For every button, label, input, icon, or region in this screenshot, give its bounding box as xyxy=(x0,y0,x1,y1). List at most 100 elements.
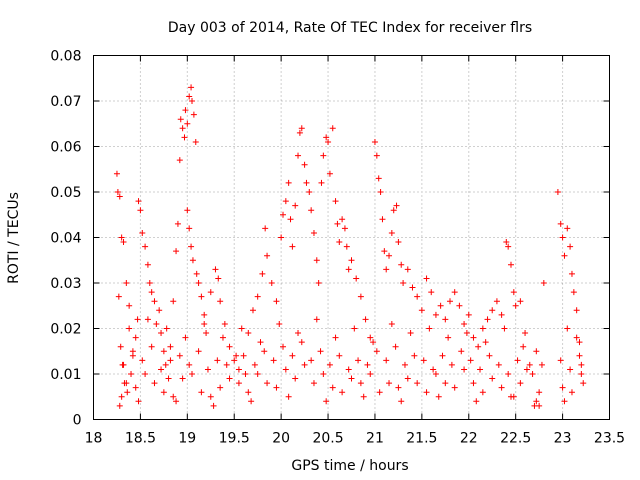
data-point xyxy=(435,393,442,400)
data-point xyxy=(430,366,437,373)
data-point xyxy=(165,375,172,382)
data-point xyxy=(148,289,155,296)
data-point xyxy=(193,270,200,277)
data-point xyxy=(505,243,512,250)
data-point xyxy=(456,302,463,309)
data-point xyxy=(235,366,242,373)
data-point xyxy=(240,352,247,359)
data-point xyxy=(428,289,435,296)
data-point xyxy=(373,348,380,355)
x-tick-label: 18.5 xyxy=(125,431,156,447)
data-point xyxy=(323,134,330,141)
data-point xyxy=(245,330,252,337)
data-point xyxy=(536,389,543,396)
data-point xyxy=(315,280,322,286)
data-point xyxy=(158,330,165,337)
data-point xyxy=(292,202,299,209)
data-point xyxy=(248,398,255,405)
data-point xyxy=(580,380,587,387)
data-point xyxy=(177,116,184,123)
data-point xyxy=(510,393,517,400)
data-point xyxy=(264,252,271,259)
data-point xyxy=(423,389,430,396)
data-point xyxy=(386,380,393,387)
data-points xyxy=(113,84,587,409)
data-point xyxy=(395,239,402,246)
data-point xyxy=(144,316,151,323)
data-point xyxy=(398,261,405,268)
data-point xyxy=(295,152,302,159)
data-point xyxy=(489,375,496,382)
data-point xyxy=(273,384,280,391)
data-point xyxy=(173,248,180,255)
data-point xyxy=(254,293,261,300)
data-point xyxy=(186,361,193,368)
data-point xyxy=(176,157,183,164)
data-point xyxy=(531,402,538,409)
data-point xyxy=(501,325,508,332)
data-point xyxy=(151,380,158,387)
data-point xyxy=(379,216,386,223)
data-point xyxy=(170,393,177,400)
data-point xyxy=(261,348,268,355)
data-point xyxy=(409,284,416,291)
x-tick-label: 19 xyxy=(178,431,196,447)
data-point xyxy=(503,239,510,246)
data-point xyxy=(326,361,333,368)
data-point xyxy=(371,138,378,145)
data-point xyxy=(329,125,336,132)
data-point xyxy=(212,266,219,273)
data-point xyxy=(437,302,444,309)
data-point xyxy=(217,384,224,391)
x-tick-label: 22 xyxy=(460,431,478,447)
data-point xyxy=(432,371,439,377)
data-point xyxy=(332,334,339,341)
data-point xyxy=(461,320,468,327)
data-point xyxy=(414,380,421,387)
data-point xyxy=(163,325,170,332)
data-point xyxy=(181,134,188,141)
data-point xyxy=(116,402,123,409)
x-tick-label: 21 xyxy=(366,431,384,447)
data-point xyxy=(204,366,211,373)
x-tick-label: 22.5 xyxy=(500,431,531,447)
data-point xyxy=(137,207,144,214)
x-tick-label: 23 xyxy=(554,431,572,447)
data-point xyxy=(522,330,529,337)
data-point xyxy=(192,138,199,145)
data-point xyxy=(303,179,310,186)
data-point xyxy=(376,389,383,396)
data-point xyxy=(217,298,224,305)
data-point xyxy=(238,325,245,332)
data-point xyxy=(489,307,496,314)
data-point xyxy=(345,366,352,373)
y-tick-label: 0.08 xyxy=(50,49,81,65)
data-point xyxy=(381,248,388,255)
data-point xyxy=(357,380,364,387)
data-point xyxy=(184,120,191,127)
data-point xyxy=(420,357,427,364)
data-point xyxy=(564,325,571,332)
data-point xyxy=(189,98,196,104)
data-point xyxy=(301,161,308,168)
data-point xyxy=(188,84,195,91)
y-tick-label: 0 xyxy=(73,413,82,429)
data-point xyxy=(339,389,346,396)
data-point xyxy=(296,129,303,136)
data-point xyxy=(357,293,364,300)
y-tick-label: 0.03 xyxy=(50,276,81,292)
data-point xyxy=(398,398,405,405)
data-point xyxy=(146,280,153,286)
data-point xyxy=(360,393,367,400)
data-point xyxy=(411,352,418,359)
data-point xyxy=(174,220,181,227)
data-point xyxy=(447,298,454,305)
data-point xyxy=(195,348,202,355)
data-point xyxy=(268,280,275,286)
data-point xyxy=(280,343,287,350)
data-point xyxy=(557,357,564,364)
data-point xyxy=(339,216,346,223)
data-point xyxy=(498,384,505,391)
data-point xyxy=(332,198,339,205)
